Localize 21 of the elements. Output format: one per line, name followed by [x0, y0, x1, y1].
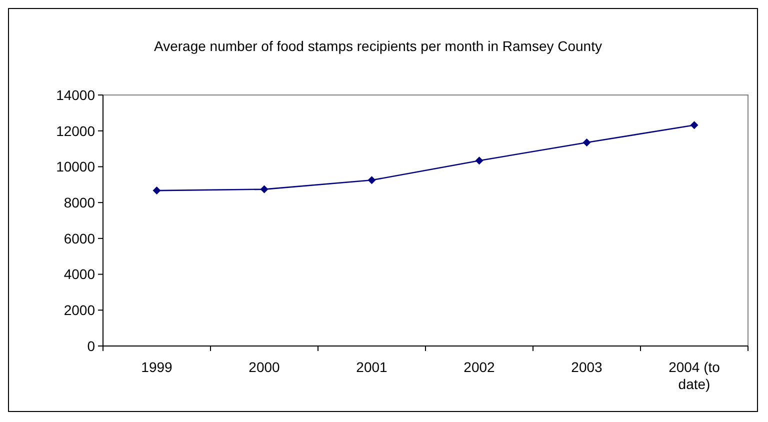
y-tick-label: 10000	[56, 158, 96, 175]
chart-title: Average number of food stamps recipients per month in Ramsey County	[154, 38, 602, 54]
point	[690, 121, 698, 130]
x-tick-label: 2002	[464, 359, 496, 375]
point	[582, 138, 591, 147]
y-tick-label: 2000	[64, 302, 96, 318]
y-tick-label: 6000	[64, 230, 96, 246]
y-tick-label: 8000	[64, 194, 96, 210]
y-tick-label: 14000	[56, 86, 96, 103]
point	[368, 176, 376, 184]
y-tick-label: 12000	[56, 122, 96, 139]
y-tick-label: 0	[87, 338, 96, 354]
x-tick-label: 2000	[248, 359, 280, 375]
point	[152, 186, 161, 195]
x-tick-label: 1999	[141, 359, 173, 375]
x-tick-label: 2001	[356, 359, 388, 375]
point	[475, 156, 484, 165]
point	[260, 185, 268, 194]
x-tick-label: 2003	[571, 359, 603, 375]
y-tick-label: 4000	[64, 266, 96, 282]
x-tick-label: 2004 (to date)	[668, 359, 720, 392]
